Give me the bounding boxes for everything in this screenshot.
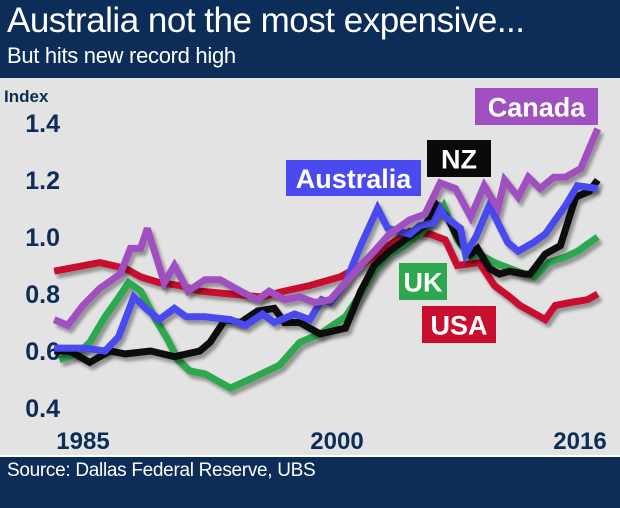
series-line-nz — [54, 177, 601, 367]
series-line-canada — [52, 127, 601, 330]
label-box-usa — [422, 306, 496, 343]
chart-title: Australia not the most expensive... — [7, 1, 525, 40]
y-tick-label: 1.2 — [25, 167, 60, 195]
label-canada: Canada — [475, 88, 598, 125]
y-tick-label: 0.8 — [25, 281, 60, 309]
footer: Source: Dallas Federal Reserve, UBS — [0, 455, 620, 508]
label-australia: Australia — [286, 160, 421, 196]
y-tick-label: 0.4 — [25, 395, 60, 423]
x-axis: 1985 2000 2016 — [56, 428, 606, 453]
series-line-usa — [53, 227, 600, 325]
label-box-canada — [475, 88, 598, 125]
source-note: Source: Dallas Federal Reserve, UBS — [7, 460, 316, 481]
label-uk: UK — [399, 263, 447, 300]
chart-subtitle: But hits new record high — [7, 43, 236, 68]
x-tick-label: 2016 — [553, 428, 606, 453]
label-box-australia — [286, 160, 421, 196]
label-text-australia: Australia — [296, 164, 413, 194]
x-tick-label: 2000 — [310, 428, 363, 453]
label-text-usa: USA — [430, 311, 487, 341]
series-lines — [52, 127, 601, 393]
plot-area: Index 1.4 1.2 1.0 0.8 0.6 0.4 1985 2000 2016 Ca… — [0, 78, 620, 453]
header: Australia not the most expensive... But … — [0, 0, 620, 78]
x-tick-label: 1985 — [56, 428, 109, 453]
series-line-australia — [54, 181, 599, 355]
label-text-nz: NZ — [441, 145, 477, 175]
series-labels: Canada NZ Australia UK USA — [286, 88, 598, 343]
label-usa: USA — [422, 306, 496, 343]
label-text-canada: Canada — [488, 93, 587, 123]
y-tick-label: 1.4 — [25, 110, 60, 138]
label-box-uk — [399, 263, 447, 300]
line-chart: Index 1.41.21.00.80.60.4 1985 2000 2016 Ca… — [4, 87, 607, 453]
label-nz: NZ — [427, 140, 491, 177]
label-text-uk: UK — [404, 268, 443, 298]
y-axis-label: Index — [4, 87, 49, 106]
y-axis: 1.41.21.00.80.60.4 — [25, 110, 60, 423]
label-box-nz — [427, 140, 491, 177]
y-tick-label: 1.0 — [25, 224, 60, 252]
